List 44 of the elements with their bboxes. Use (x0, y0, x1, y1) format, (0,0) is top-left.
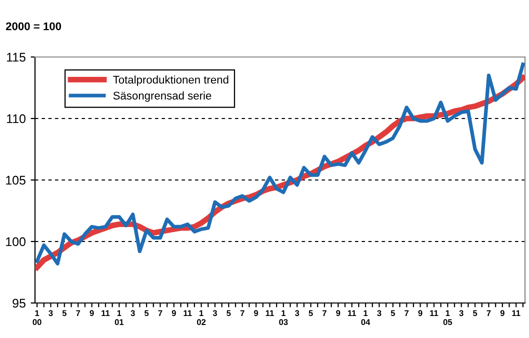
x-tick-label: 3 (459, 310, 464, 316)
x-tick-label: 7 (404, 310, 409, 316)
x-tick-label: 11 (102, 310, 110, 316)
x-tick-label: 3 (294, 310, 300, 316)
x-tick-label: 5 (472, 310, 478, 316)
legend-label: Totalproduktionen trend (113, 75, 228, 86)
x-tick-label: 5 (390, 310, 396, 316)
x-tick-label: 11 (512, 310, 520, 316)
x-tick-label: 9 (336, 310, 340, 316)
x-tick-label: 9 (418, 310, 422, 316)
x-tick-label: 11 (430, 310, 438, 316)
x-tick-label: 9 (500, 310, 504, 316)
x-tick-label: 1 04 (361, 310, 370, 326)
x-tick-label: 5 (308, 310, 313, 316)
x-tick-label: 11 (184, 310, 192, 316)
x-tick-label: 7 (240, 310, 244, 316)
x-tick-label: 7 (158, 310, 162, 316)
y-tick-label: 100 (6, 237, 26, 246)
x-tick-label: 3 (48, 310, 53, 316)
x-tick-label: 9 (90, 310, 94, 316)
x-tick-label: 1 02 (196, 310, 206, 326)
x-tick-label: 5 (144, 310, 149, 316)
x-tick-label: 7 (486, 310, 491, 316)
y-axis-title: 2000 = 100 (6, 22, 62, 30)
y-tick-label: 105 (6, 176, 26, 185)
x-tick-label: 3 (130, 310, 135, 316)
x-tick-label: 7 (76, 310, 80, 316)
x-tick-label: 11 (348, 310, 356, 316)
y-tick-label: 115 (6, 52, 26, 62)
x-tick-label: 9 (254, 310, 258, 316)
x-tick-label: 11 (266, 310, 274, 316)
x-tick-label: 3 (377, 310, 382, 316)
x-tick-label: 9 (172, 310, 176, 316)
y-tick-label: 95 (12, 298, 26, 308)
x-tick-label: 1 01 (114, 310, 124, 326)
x-tick-label: 5 (226, 310, 231, 316)
y-tick-label: 110 (6, 114, 26, 124)
x-tick-label: 7 (322, 310, 326, 316)
x-tick-label: 1 03 (279, 310, 288, 326)
x-tick-label: 1 05 (443, 310, 452, 326)
x-tick-label: 3 (212, 310, 217, 316)
x-tick-label: 1 00 (32, 310, 42, 326)
legend-label: Säsongrensad serie (113, 91, 212, 102)
x-tick-label: 5 (62, 310, 67, 316)
